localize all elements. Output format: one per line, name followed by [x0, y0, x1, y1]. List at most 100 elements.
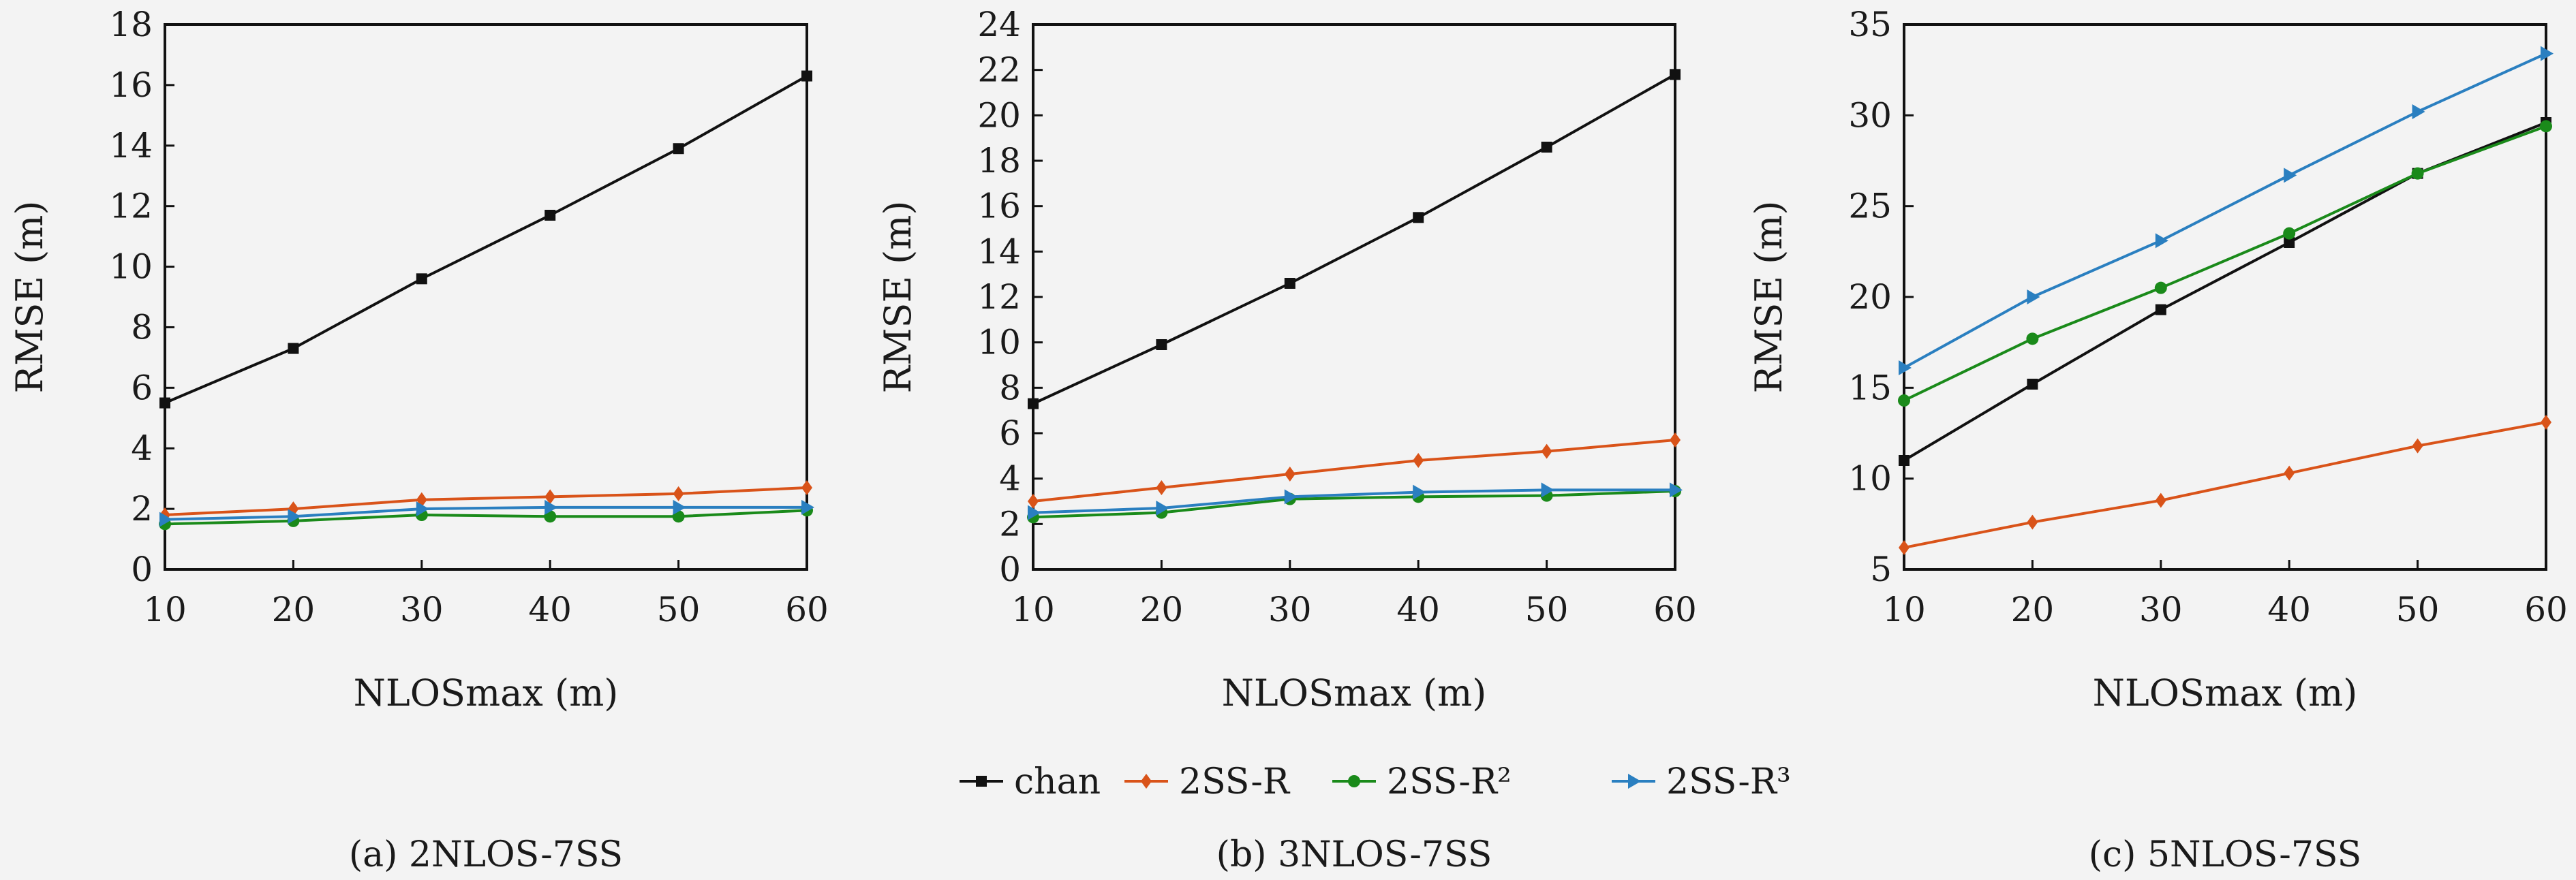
x-axis-title: NLOSmax (m) [354, 672, 619, 714]
data-point-2ss-r3 [545, 499, 558, 515]
y-tick-label: 35 [1848, 5, 1892, 44]
data-point-2ss-r [1413, 453, 1424, 468]
x-tick-label: 50 [2396, 590, 2440, 629]
y-axis-title: RMSE (m) [876, 201, 919, 394]
data-point-2ss-r3 [673, 499, 686, 515]
data-point-chan [2027, 379, 2038, 390]
y-axis-title: RMSE (m) [8, 201, 51, 394]
x-tick-label: 10 [143, 590, 187, 629]
data-point-chan [416, 273, 427, 285]
data-point-chan [1413, 212, 1424, 223]
data-point-2ss-r2 [2154, 281, 2167, 294]
x-tick-label: 10 [1882, 590, 1926, 629]
x-axis-title: NLOSmax (m) [2093, 672, 2358, 714]
data-point-2ss-r [1670, 433, 1681, 447]
data-point-2ss-r [673, 486, 684, 501]
data-point-2ss-r2 [2026, 332, 2039, 345]
data-point-2ss-r3 [2541, 46, 2554, 61]
y-tick-label: 25 [1848, 187, 1892, 226]
data-point-2ss-r [801, 480, 812, 495]
data-point-2ss-r3 [2284, 168, 2297, 183]
y-tick-label: 12 [977, 277, 1021, 317]
data-point-2ss-r2 [2283, 227, 2296, 240]
data-point-chan [2155, 304, 2166, 315]
data-point-2ss-r3 [1670, 482, 1683, 498]
data-point-2ss-r [2155, 492, 2166, 508]
y-tick-label: 4 [999, 459, 1021, 499]
x-tick-label: 40 [1396, 590, 1440, 629]
y-tick-label: 10 [109, 247, 153, 287]
data-point-2ss-r [1156, 480, 1167, 495]
y-tick-label: 18 [977, 141, 1021, 180]
series-line-chan [1032, 73, 1676, 405]
x-tick-label: 40 [2267, 590, 2311, 629]
y-tick-label: 10 [1848, 459, 1892, 499]
data-point-2ss-r3 [1541, 482, 1554, 498]
plot-frame [1032, 23, 1676, 571]
panel-caption: (b) 3NLOS-7SS [1216, 834, 1492, 875]
data-point-chan [545, 210, 556, 221]
y-tick-label: 18 [109, 5, 153, 44]
series-line-chan [1903, 121, 2547, 462]
data-point-chan [1670, 69, 1681, 80]
x-tick-label: 50 [1525, 590, 1569, 629]
x-tick-label: 10 [1011, 590, 1055, 629]
series-line-2ss-r3 [1903, 52, 2547, 369]
x-tick-label: 40 [528, 590, 572, 629]
plot-frame [164, 23, 808, 571]
y-tick-label: 2 [999, 504, 1021, 544]
x-tick-label: 30 [400, 590, 444, 629]
x-tick-label: 20 [1140, 590, 1184, 629]
data-point-2ss-r3 [2027, 289, 2040, 304]
data-point-chan [1284, 278, 1295, 289]
data-point-2ss-r3 [1028, 505, 1041, 520]
data-point-2ss-r [1028, 494, 1039, 509]
data-point-chan [1899, 455, 1910, 466]
y-tick-label: 20 [977, 95, 1021, 135]
data-point-2ss-r3 [1284, 489, 1298, 505]
data-point-2ss-r [1541, 443, 1552, 459]
y-tick-label: 6 [131, 368, 153, 407]
legend-label: 2SS-R² [1387, 761, 1512, 802]
data-point-2ss-r3 [288, 509, 301, 524]
data-point-2ss-r [1284, 467, 1295, 482]
data-point-2ss-r [2027, 514, 2038, 530]
y-tick-label: 2 [131, 489, 153, 529]
y-tick-label: 14 [109, 126, 153, 166]
data-point-chan [1541, 142, 1552, 153]
data-point-2ss-r [545, 489, 556, 505]
series-line-2ss-r [1903, 421, 2547, 549]
series-line-2ss-r2 [1903, 125, 2547, 402]
series-line-2ss-r3 [164, 505, 807, 521]
data-point-2ss-r [2412, 438, 2423, 454]
y-tick-label: 20 [1848, 277, 1892, 317]
data-point-chan [1028, 398, 1039, 409]
data-point-2ss-r3 [1156, 501, 1169, 516]
y-tick-label: 24 [977, 5, 1021, 44]
y-tick-label: 14 [977, 232, 1021, 271]
series-line-2ss-r [164, 486, 808, 516]
legend-marker [1628, 774, 1641, 789]
y-tick-label: 16 [977, 187, 1021, 226]
y-tick-label: 8 [131, 307, 153, 347]
data-point-2ss-r2 [1898, 394, 1910, 407]
data-point-chan [288, 343, 299, 354]
data-point-chan [2284, 237, 2295, 248]
legend-marker [976, 776, 987, 787]
legend-item-chan: chan [960, 761, 1101, 802]
data-point-2ss-r3 [159, 512, 172, 527]
data-point-2ss-r3 [2155, 233, 2168, 249]
x-tick-label: 60 [1653, 590, 1697, 629]
y-tick-label: 8 [999, 368, 1021, 407]
x-tick-label: 30 [1268, 590, 1312, 629]
y-tick-label: 15 [1848, 368, 1892, 407]
legend-item-2ss-r2: 2SS-R² [1332, 761, 1512, 802]
data-point-2ss-r3 [416, 501, 429, 517]
y-tick-label: 30 [1848, 95, 1892, 135]
data-point-2ss-r2 [2411, 167, 2424, 180]
y-tick-label: 0 [131, 550, 153, 589]
data-point-2ss-r2 [2540, 120, 2552, 133]
series-line-2ss-r3 [1032, 488, 1675, 514]
x-tick-label: 30 [2139, 590, 2183, 629]
